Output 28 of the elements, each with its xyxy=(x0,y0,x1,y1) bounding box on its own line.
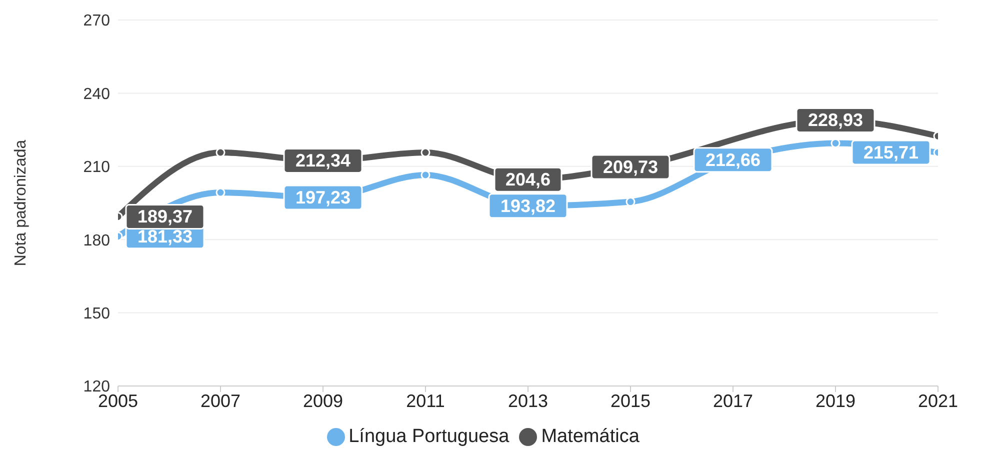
x-tick-label: 2015 xyxy=(610,390,651,411)
x-tick-label: 2013 xyxy=(508,390,548,411)
y-tick-label: 270 xyxy=(83,12,110,30)
x-tick-label: 2019 xyxy=(815,390,856,411)
y-tick-label: 210 xyxy=(83,159,110,176)
point xyxy=(216,188,226,198)
data-label: 209,73 xyxy=(602,157,658,178)
point xyxy=(420,170,430,180)
legend-label: Língua Portuguesa xyxy=(348,426,510,447)
y-tick-label: 150 xyxy=(83,305,110,322)
x-tick-label: 2009 xyxy=(302,390,344,411)
data-label: 204,6 xyxy=(505,170,551,190)
x-tick-label: 2007 xyxy=(200,390,241,411)
data-label: 193,82 xyxy=(500,196,556,216)
data-label: 189,37 xyxy=(137,206,193,227)
y-tick-label: 180 xyxy=(83,232,110,250)
data-label: 212,66 xyxy=(705,150,761,170)
data-label: 228,93 xyxy=(808,110,864,130)
x-tick-label: 2011 xyxy=(406,390,445,411)
data-label: 181,33 xyxy=(137,226,193,246)
data-label: 197,23 xyxy=(295,188,351,208)
x-tick-label: 2017 xyxy=(712,390,754,411)
data-label: 215,71 xyxy=(863,142,919,162)
x-tick-label: 2021 xyxy=(918,390,958,411)
y-axis-title: Nota padronizada xyxy=(12,140,30,266)
data-label: 212,34 xyxy=(295,150,351,171)
legend-label: Matemática xyxy=(541,426,640,447)
y-tick-label: 240 xyxy=(83,86,110,103)
